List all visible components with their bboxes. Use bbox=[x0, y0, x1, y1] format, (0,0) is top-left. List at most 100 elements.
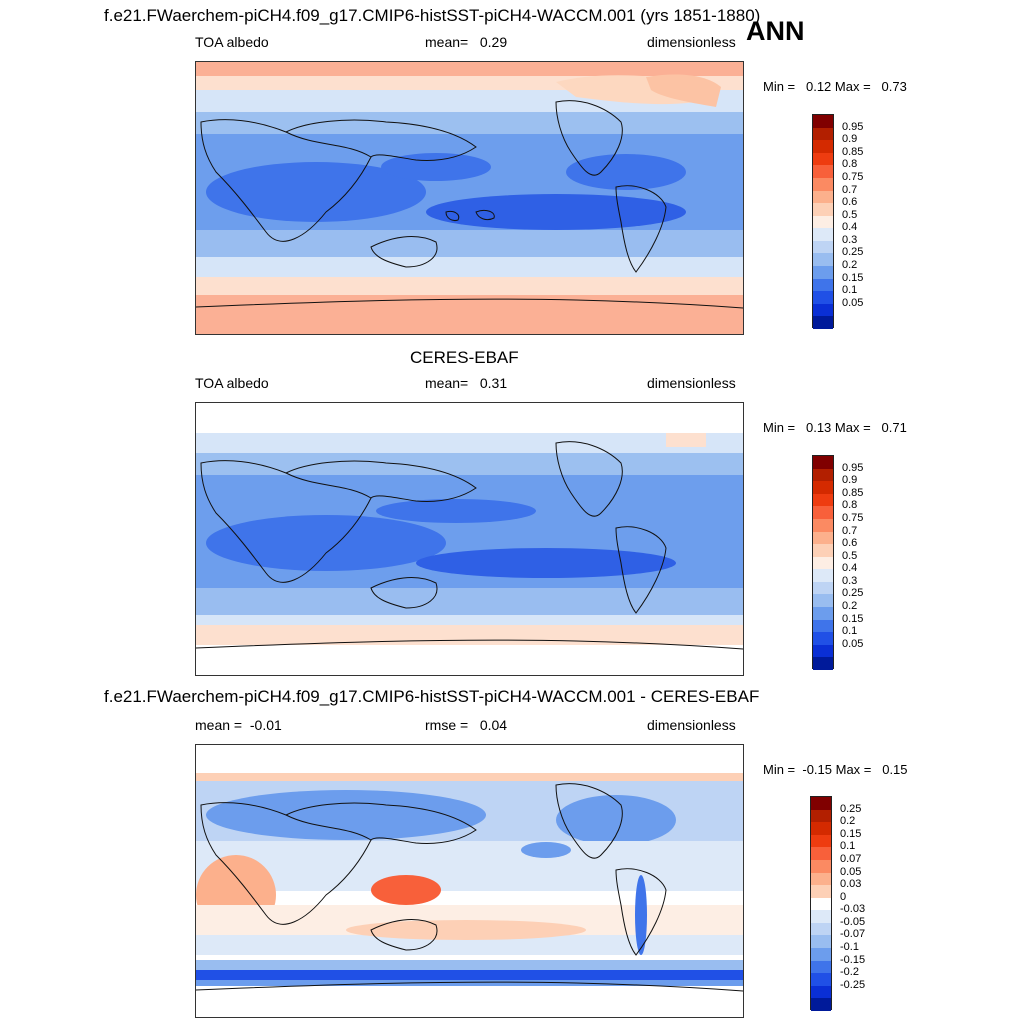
colorbar-tick-label: 0.9 bbox=[842, 133, 858, 146]
colorbar-swatch bbox=[813, 468, 833, 482]
colorbar-tick-label: 0.05 bbox=[842, 637, 864, 650]
colorbar-swatch bbox=[811, 985, 831, 999]
colorbar-tick-label: -0.25 bbox=[840, 978, 866, 991]
panel-top-variable: TOA albedo bbox=[195, 34, 269, 50]
colorbar-swatch bbox=[813, 266, 833, 279]
panel-top-minmax: Min = 0.12 Max = 0.73 bbox=[763, 79, 907, 94]
colorbar-tick-label: 0.85 bbox=[842, 145, 864, 158]
colorbar-tick-label: -0.15 bbox=[840, 953, 866, 966]
colorbar-swatch bbox=[813, 493, 833, 507]
colorbar-tick-label: -0.05 bbox=[840, 915, 866, 928]
colorbar-tick-label: 0.15 bbox=[840, 827, 862, 840]
panel-top-units: dimensionless bbox=[647, 34, 736, 50]
colorbar-tick-label: -0.03 bbox=[840, 903, 866, 916]
colorbar-swatch bbox=[811, 935, 831, 949]
colorbar-tick-label: 0.2 bbox=[842, 259, 858, 272]
colorbar-swatch bbox=[813, 316, 833, 329]
colorbar-swatch bbox=[811, 973, 831, 986]
colorbar-swatch bbox=[813, 303, 833, 317]
colorbar-swatch bbox=[813, 165, 833, 178]
colorbar-tick-label: 0.5 bbox=[842, 549, 858, 562]
colorbar-swatch bbox=[811, 847, 831, 860]
colorbar-swatch bbox=[813, 115, 833, 128]
colorbar-swatch bbox=[813, 644, 833, 658]
colorbar-swatch bbox=[813, 531, 833, 545]
colorbar-swatch bbox=[813, 518, 833, 532]
colorbar-tick-label: 0.25 bbox=[842, 246, 864, 259]
colorbar-tick-label: 0.03 bbox=[840, 878, 862, 891]
colorbar-swatch bbox=[811, 834, 831, 848]
panel-top-mean: mean= 0.29 bbox=[425, 34, 508, 50]
colorbar-tick-label: 0.6 bbox=[842, 537, 858, 550]
colorbar-tick-label: 0.1 bbox=[842, 625, 858, 638]
colorbar-tick-label: 0 bbox=[840, 890, 847, 903]
panel-mid-map bbox=[195, 402, 744, 676]
colorbar-tick-label: 0.2 bbox=[842, 600, 858, 613]
colorbar-tick-label: 0.1 bbox=[840, 840, 856, 853]
colorbar-tick-label: 0.5 bbox=[842, 208, 858, 221]
colorbar-tick-label: 0.1 bbox=[842, 284, 858, 297]
panel-mid-units: dimensionless bbox=[647, 375, 736, 391]
colorbar-tick-label: -0.2 bbox=[840, 966, 859, 979]
colorbar-tick-label: 0.9 bbox=[842, 474, 858, 487]
colorbar-tick-label: 0.05 bbox=[842, 296, 864, 309]
panel-top-map bbox=[195, 61, 744, 335]
colorbar-swatch bbox=[813, 228, 833, 241]
colorbar-tick-label: -0.1 bbox=[840, 941, 859, 954]
panel-top-title: f.e21.FWaerchem-piCH4.f09_g17.CMIP6-hist… bbox=[104, 6, 761, 25]
colorbar-swatch bbox=[811, 885, 831, 898]
colorbar-tick-label: 0.15 bbox=[842, 271, 864, 284]
colorbar-swatch bbox=[813, 240, 833, 254]
colorbar-swatch bbox=[813, 657, 833, 670]
colorbar-swatch bbox=[813, 152, 833, 166]
colorbar-swatch bbox=[813, 203, 833, 216]
colorbar-swatch bbox=[811, 797, 831, 810]
colorbar-swatch bbox=[813, 632, 833, 645]
panel-bot-rmse: rmse = 0.04 bbox=[425, 717, 508, 733]
colorbar-tick-label: 0.8 bbox=[842, 499, 858, 512]
colorbar-swatch bbox=[813, 481, 833, 494]
colorbar-tick-label: 0.95 bbox=[842, 120, 864, 133]
panel-top-colorbar-swatches bbox=[812, 114, 834, 329]
colorbar-swatch bbox=[811, 897, 831, 911]
colorbar-tick-label: 0.2 bbox=[840, 815, 856, 828]
colorbar-tick-label: 0.25 bbox=[840, 802, 862, 815]
colorbar-tick-label: 0.15 bbox=[842, 612, 864, 625]
colorbar-tick-label: 0.3 bbox=[842, 574, 858, 587]
colorbar-tick-label: 0.6 bbox=[842, 196, 858, 209]
colorbar-tick-label: 0.4 bbox=[842, 221, 858, 234]
colorbar-swatch bbox=[813, 506, 833, 519]
colorbar-swatch bbox=[813, 619, 833, 633]
colorbar-tick-label: 0.85 bbox=[842, 486, 864, 499]
panel-top-colorbar: 0.95 0.9 0.85 0.8 0.75 0.7 0.6 0.5 0.4 0.3 0.25 0.2… bbox=[812, 114, 872, 329]
colorbar-swatch bbox=[811, 859, 831, 873]
colorbar-swatch bbox=[811, 960, 831, 974]
colorbar-tick-label: 0.7 bbox=[842, 524, 858, 537]
colorbar-swatch bbox=[813, 556, 833, 570]
panel-mid-colorbar-swatches bbox=[812, 455, 834, 670]
colorbar-swatch bbox=[811, 998, 831, 1011]
colorbar-tick-label: 0.75 bbox=[842, 170, 864, 183]
colorbar-swatch bbox=[813, 190, 833, 204]
colorbar-tick-label: 0.8 bbox=[842, 158, 858, 171]
colorbar-tick-label: 0.95 bbox=[842, 461, 864, 474]
panel-bot-colorbar-swatches bbox=[810, 796, 832, 1011]
panel-mid-mean: mean= 0.31 bbox=[425, 375, 508, 391]
panel-mid-colorbar: 0.95 0.9 0.85 0.8 0.75 0.7 0.6 0.5 0.4 0.3 0.25 0.2… bbox=[812, 455, 872, 670]
colorbar-swatch bbox=[811, 872, 831, 886]
panel-bot-mean: mean = -0.01 bbox=[195, 717, 282, 733]
colorbar-swatch bbox=[813, 291, 833, 304]
panel-mid-title: CERES-EBAF bbox=[410, 348, 519, 367]
panel-bot-colorbar: 0.25 0.2 0.15 0.1 0.07 0.05 0.03 0 -0.03 -0.05 -0.… bbox=[810, 796, 870, 1011]
colorbar-swatch bbox=[813, 140, 833, 153]
colorbar-swatch bbox=[813, 127, 833, 141]
colorbar-swatch bbox=[811, 809, 831, 823]
colorbar-swatch bbox=[813, 569, 833, 582]
colorbar-swatch bbox=[813, 581, 833, 595]
colorbar-tick-label: 0.75 bbox=[842, 511, 864, 524]
panel-bot-map bbox=[195, 744, 744, 1018]
colorbar-swatch bbox=[813, 456, 833, 469]
colorbar-tick-label: 0.3 bbox=[842, 233, 858, 246]
colorbar-tick-label: 0.25 bbox=[842, 587, 864, 600]
colorbar-tick-label: 0.07 bbox=[840, 852, 862, 865]
